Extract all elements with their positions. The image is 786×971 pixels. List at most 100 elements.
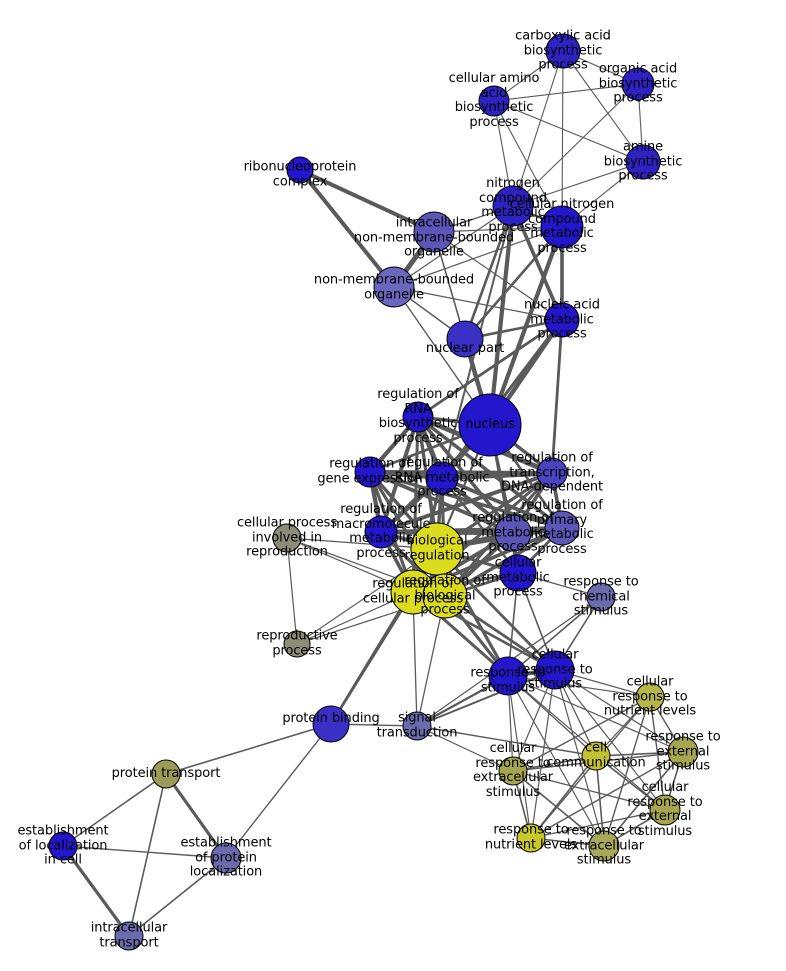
graph-node-response-to-stimulus[interactable] — [488, 656, 528, 696]
node-hit-establishment-of-localization-in-cell[interactable] — [49, 832, 77, 860]
node-hit-cellular-response-to-external-stimulus[interactable] — [650, 795, 680, 825]
graph-node-response-to-extracellular-stimulus[interactable] — [588, 830, 620, 862]
graph-node-reproductive-process[interactable] — [283, 630, 311, 658]
node-hit-protein-transport[interactable] — [152, 760, 180, 788]
node-hit-regulation-of-primary-metabolic-process[interactable] — [545, 511, 579, 545]
node-hit-regulation-of-rna-metabolic-process[interactable] — [426, 462, 458, 494]
graph-node-regulation-of-gene-expression[interactable] — [354, 456, 386, 488]
graph-node-cellular-response-to-external-stimulus[interactable] — [649, 794, 681, 826]
graph-node-nuclear-part[interactable] — [446, 320, 484, 358]
node-hit-cellular-process-involved-in-reproduction[interactable] — [273, 524, 301, 552]
graph-edge — [286, 537, 298, 645]
node-hit-nucleic-acid-metabolic-process[interactable] — [545, 303, 579, 337]
node-hit-establishment-of-protein-localization[interactable] — [211, 843, 241, 873]
graph-node-cellular-nitrogen-compound-metabolic-process[interactable] — [540, 205, 584, 249]
node-layer[interactable] — [48, 33, 699, 951]
graph-edge — [433, 231, 563, 321]
graph-node-non-membrane-bounded-organelle[interactable] — [373, 266, 415, 308]
graph-node-protein-transport[interactable] — [151, 759, 181, 789]
graph-edge — [435, 547, 557, 672]
node-hit-regulation-of-transcription-dna-dependent[interactable] — [537, 458, 567, 488]
node-hit-signal-transduction[interactable] — [403, 712, 431, 740]
node-hit-carboxylic-acid-biosynthetic-process[interactable] — [546, 34, 580, 68]
graph-node-regulation-of-transcription-dna-dependent[interactable] — [536, 457, 568, 489]
graph-edge — [487, 203, 516, 428]
graph-node-intracellular-non-membrane-bounded-organelle[interactable] — [413, 211, 455, 253]
graph-node-cellular-metabolic-process[interactable] — [499, 554, 537, 592]
node-hit-cellular-nitrogen-compound-metabolic-process[interactable] — [541, 206, 583, 248]
graph-node-response-to-nutrient-levels[interactable] — [516, 823, 546, 853]
graph-node-regulation-of-primary-metabolic-process[interactable] — [544, 510, 580, 546]
graph-node-nucleus[interactable] — [458, 393, 522, 457]
graph-node-ribonucleoprotein-complex[interactable] — [286, 156, 314, 184]
graph-node-regulation-of-rna-metabolic-process[interactable] — [425, 461, 459, 495]
graph-edge — [368, 470, 515, 535]
graph-edge — [165, 723, 332, 775]
graph-edge — [416, 669, 556, 727]
node-hit-response-to-extracellular-stimulus[interactable] — [589, 831, 619, 861]
graph-node-cellular-response-to-nutrient-levels[interactable] — [635, 682, 665, 712]
node-hit-regulation-of-rna-biosynthetic-process[interactable] — [403, 402, 433, 432]
graph-node-nitrogen-compound-metabolic-process[interactable] — [492, 185, 534, 227]
graph-node-cellular-response-to-stimulus[interactable] — [535, 650, 575, 690]
node-hit-nitrogen-compound-metabolic-process[interactable] — [493, 186, 533, 226]
node-hit-intracellular-non-membrane-bounded-organelle[interactable] — [414, 212, 454, 252]
graph-node-organic-acid-biosynthetic-process[interactable] — [621, 67, 655, 101]
node-hit-response-to-nutrient-levels[interactable] — [517, 824, 545, 852]
graph-node-cellular-amino-acid-biosynthetic-process[interactable] — [478, 85, 510, 117]
node-hit-nuclear-part[interactable] — [447, 321, 483, 357]
node-hit-intracellular-transport[interactable] — [115, 922, 143, 950]
node-hit-cellular-amino-acid-biosynthetic-process[interactable] — [479, 86, 509, 116]
node-hit-regulation-of-biological-process[interactable] — [423, 574, 467, 618]
graph-node-regulation-of-biological-process[interactable] — [422, 573, 468, 619]
graph-node-amine-biosynthetic-process[interactable] — [625, 144, 661, 180]
graph-node-cellular-process-involved-in-reproduction[interactable] — [272, 523, 302, 553]
graph-edge — [463, 225, 564, 341]
graph-node-cellular-response-to-extracellular-stimulus[interactable] — [498, 756, 528, 786]
node-hit-response-to-external-stimulus[interactable] — [668, 737, 698, 767]
node-hit-non-membrane-bounded-organelle[interactable] — [374, 267, 414, 307]
node-hit-reproductive-process[interactable] — [284, 631, 310, 657]
graph-node-regulation-of-macromolecule-metabolic-process[interactable] — [364, 515, 398, 549]
node-hit-response-to-chemical-stimulus[interactable] — [587, 583, 615, 611]
node-hit-cellular-metabolic-process[interactable] — [500, 555, 536, 591]
node-hit-cellular-response-to-nutrient-levels[interactable] — [636, 683, 664, 711]
node-hit-organic-acid-biosynthetic-process[interactable] — [622, 68, 654, 100]
node-hit-biological-regulation[interactable] — [411, 523, 463, 575]
graph-node-response-to-chemical-stimulus[interactable] — [586, 582, 616, 612]
graph-node-carboxylic-acid-biosynthetic-process[interactable] — [545, 33, 581, 69]
graph-edge — [554, 669, 605, 847]
node-hit-regulation-of-macromolecule-metabolic-process[interactable] — [365, 516, 397, 548]
node-hit-cellular-response-to-extracellular-stimulus[interactable] — [499, 757, 527, 785]
graph-edge — [62, 773, 167, 847]
graph-node-cell-communication[interactable] — [581, 741, 611, 771]
node-hit-regulation-of-metabolic-process[interactable] — [495, 515, 531, 551]
node-hit-cellular-response-to-stimulus[interactable] — [536, 651, 574, 689]
graph-edge — [512, 770, 666, 811]
graph-node-response-to-external-stimulus[interactable] — [667, 736, 699, 768]
graph-node-intracellular-transport[interactable] — [114, 921, 144, 951]
node-hit-protein-binding[interactable] — [313, 706, 349, 742]
graph-node-nucleic-acid-metabolic-process[interactable] — [544, 302, 580, 338]
node-hit-ribonucleoprotein-complex[interactable] — [287, 157, 313, 183]
graph-node-regulation-of-rna-biosynthetic-process[interactable] — [402, 401, 434, 433]
node-hit-regulation-of-gene-expression[interactable] — [355, 457, 385, 487]
node-hit-cell-communication[interactable] — [582, 742, 610, 770]
graph-edge — [493, 83, 639, 102]
node-hit-amine-biosynthetic-process[interactable] — [626, 145, 660, 179]
node-hit-nucleus[interactable] — [459, 394, 521, 456]
graph-node-establishment-of-protein-localization[interactable] — [210, 842, 242, 874]
graph-edge — [562, 50, 644, 163]
graph-edge — [603, 751, 684, 847]
graph-node-signal-transduction[interactable] — [402, 711, 432, 741]
graph-node-regulation-of-metabolic-process[interactable] — [494, 514, 532, 552]
graph-node-protein-binding[interactable] — [312, 705, 350, 743]
graph-node-establishment-of-localization-in-cell[interactable] — [48, 831, 78, 861]
graph-edge — [440, 476, 520, 575]
graph-edge — [507, 596, 602, 677]
node-hit-response-to-stimulus[interactable] — [489, 657, 527, 695]
graph-edge — [61, 844, 131, 938]
